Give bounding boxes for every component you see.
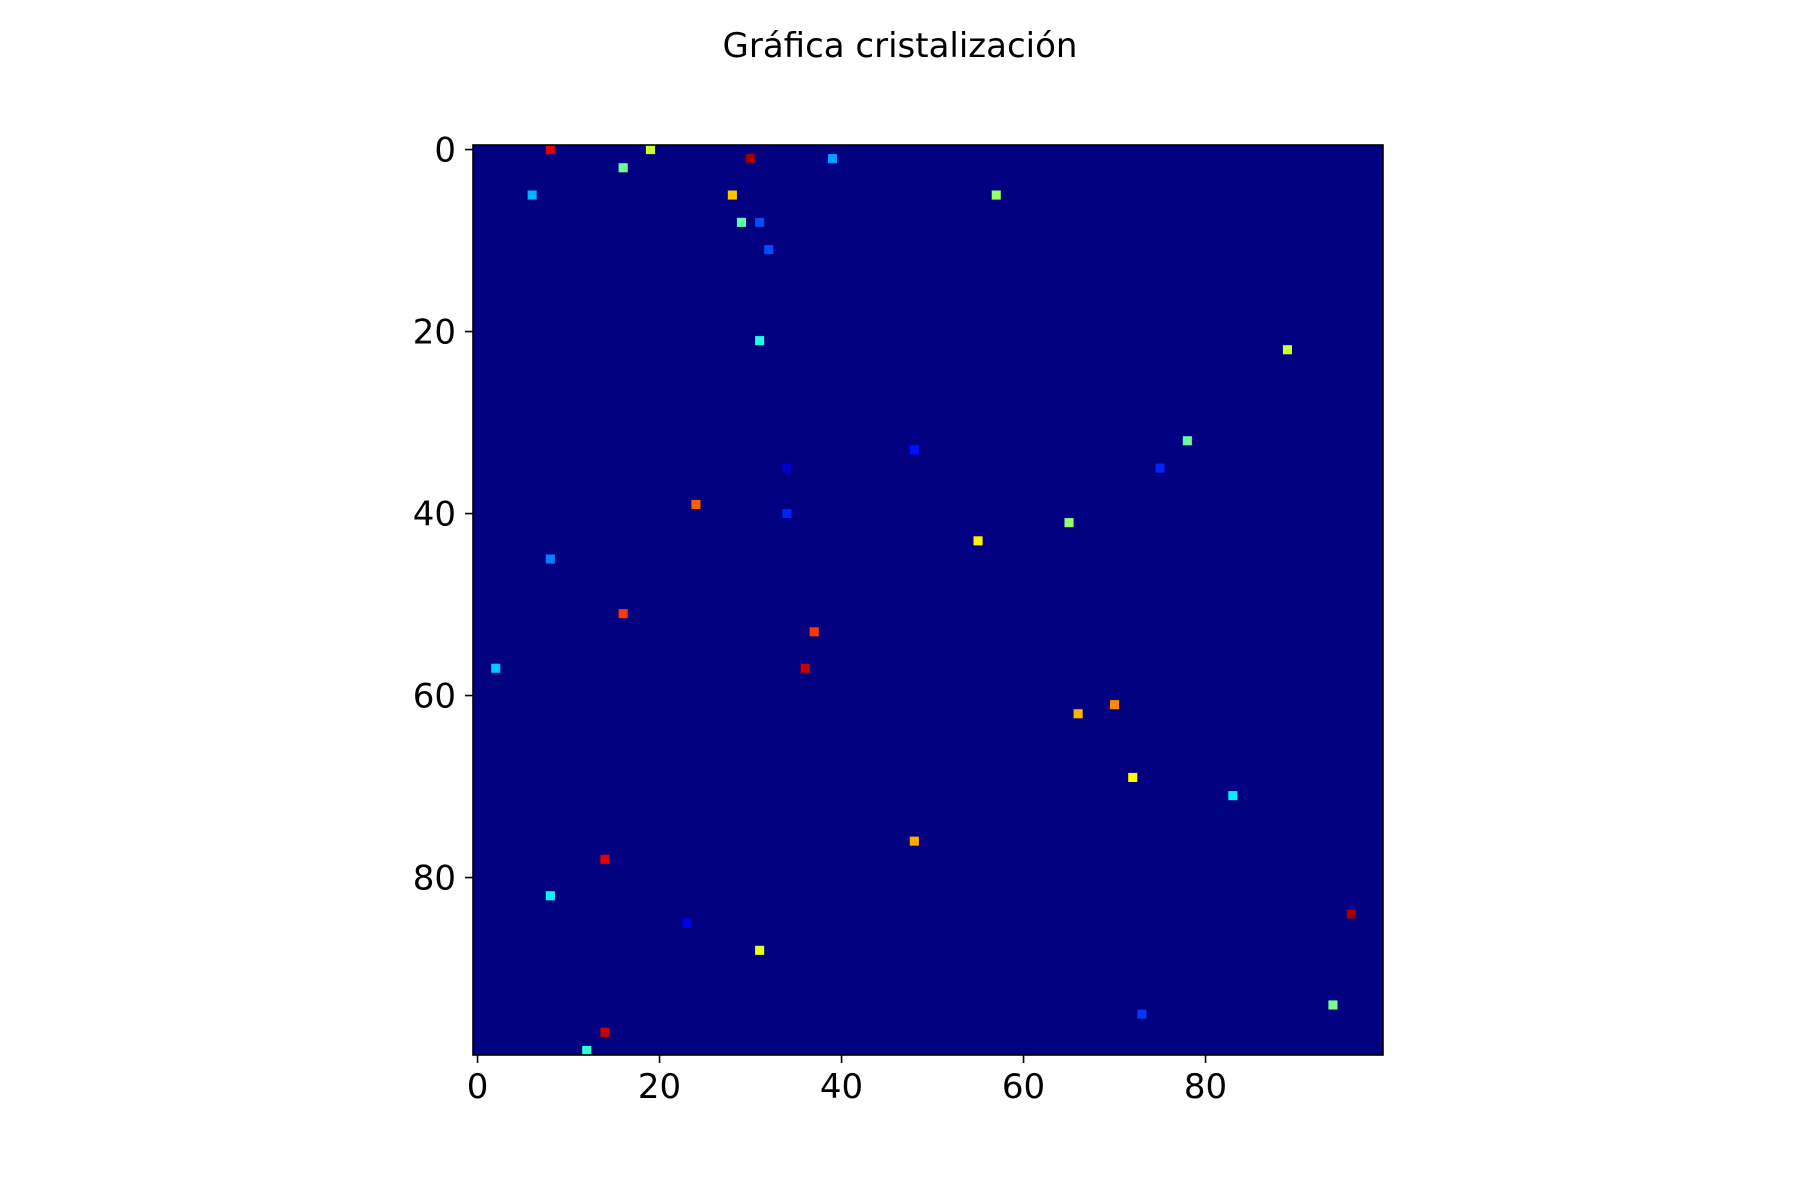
x-tick-label: 20: [638, 1067, 681, 1107]
y-tick-label: 0: [434, 131, 456, 171]
heatmap-cell: [1182, 436, 1192, 446]
heatmap-cell: [746, 154, 756, 164]
heatmap-cell: [991, 190, 1001, 200]
heatmap-cell: [755, 217, 765, 227]
x-tick-label: 60: [1002, 1067, 1045, 1107]
heatmap-cell: [1064, 518, 1074, 528]
heatmap-cell: [491, 663, 501, 673]
heatmap-cell: [1073, 709, 1083, 719]
heatmap-cell: [800, 663, 810, 673]
y-tick-label: 20: [413, 313, 456, 353]
heatmap-cell: [1155, 463, 1165, 473]
heatmap-cell: [1282, 345, 1292, 355]
heatmap-cell: [600, 1027, 610, 1037]
heatmap-cell: [1137, 1009, 1147, 1019]
heatmap-cell: [645, 145, 655, 155]
heatmap-cell: [909, 445, 919, 455]
heatmap-cell: [1328, 1000, 1338, 1010]
heatmap-cell: [1346, 909, 1356, 919]
heatmap-cell: [545, 891, 555, 901]
heatmap-cell: [727, 190, 737, 200]
heatmap-cell: [809, 627, 819, 637]
heatmap-cell: [618, 609, 628, 619]
heatmap-cell: [1110, 700, 1120, 710]
heatmap-cells: [491, 145, 1356, 1055]
heatmap-cell: [764, 245, 774, 255]
heatmap-cell: [691, 499, 701, 509]
heatmap-cell: [755, 336, 765, 346]
heatmap-cell: [755, 945, 765, 955]
heatmap-cell: [582, 1045, 592, 1055]
y-tick-label: 40: [413, 495, 456, 535]
heatmap-cell: [782, 509, 792, 519]
heatmap-cell: [736, 217, 746, 227]
plot-area: [473, 145, 1383, 1055]
chart-title: Gráfica cristalización: [723, 26, 1078, 66]
x-tick-label: 40: [820, 1067, 863, 1107]
heatmap-cell: [527, 190, 537, 200]
heatmap-cell: [827, 154, 837, 164]
plot-frame: [472, 144, 1384, 1056]
heatmap-cell: [1128, 772, 1138, 782]
heatmap-cell: [909, 836, 919, 846]
heatmap-cell: [600, 854, 610, 864]
heatmap-cell: [782, 463, 792, 473]
heatmap-cell: [682, 918, 692, 928]
heatmap-cell: [1228, 791, 1238, 801]
axes: 0 20 40 60 80 0 20 40 60 80: [413, 131, 1384, 1107]
y-tick-label: 60: [413, 677, 456, 717]
heatmap-cell: [618, 163, 628, 173]
heatmap-cell: [545, 554, 555, 564]
heatmap-cell: [545, 145, 555, 155]
y-tick-label: 80: [413, 859, 456, 899]
x-tick-label: 0: [467, 1067, 489, 1107]
heatmap-background: [473, 145, 1383, 1055]
x-tick-label: 80: [1184, 1067, 1227, 1107]
heatmap-cell: [973, 536, 983, 546]
